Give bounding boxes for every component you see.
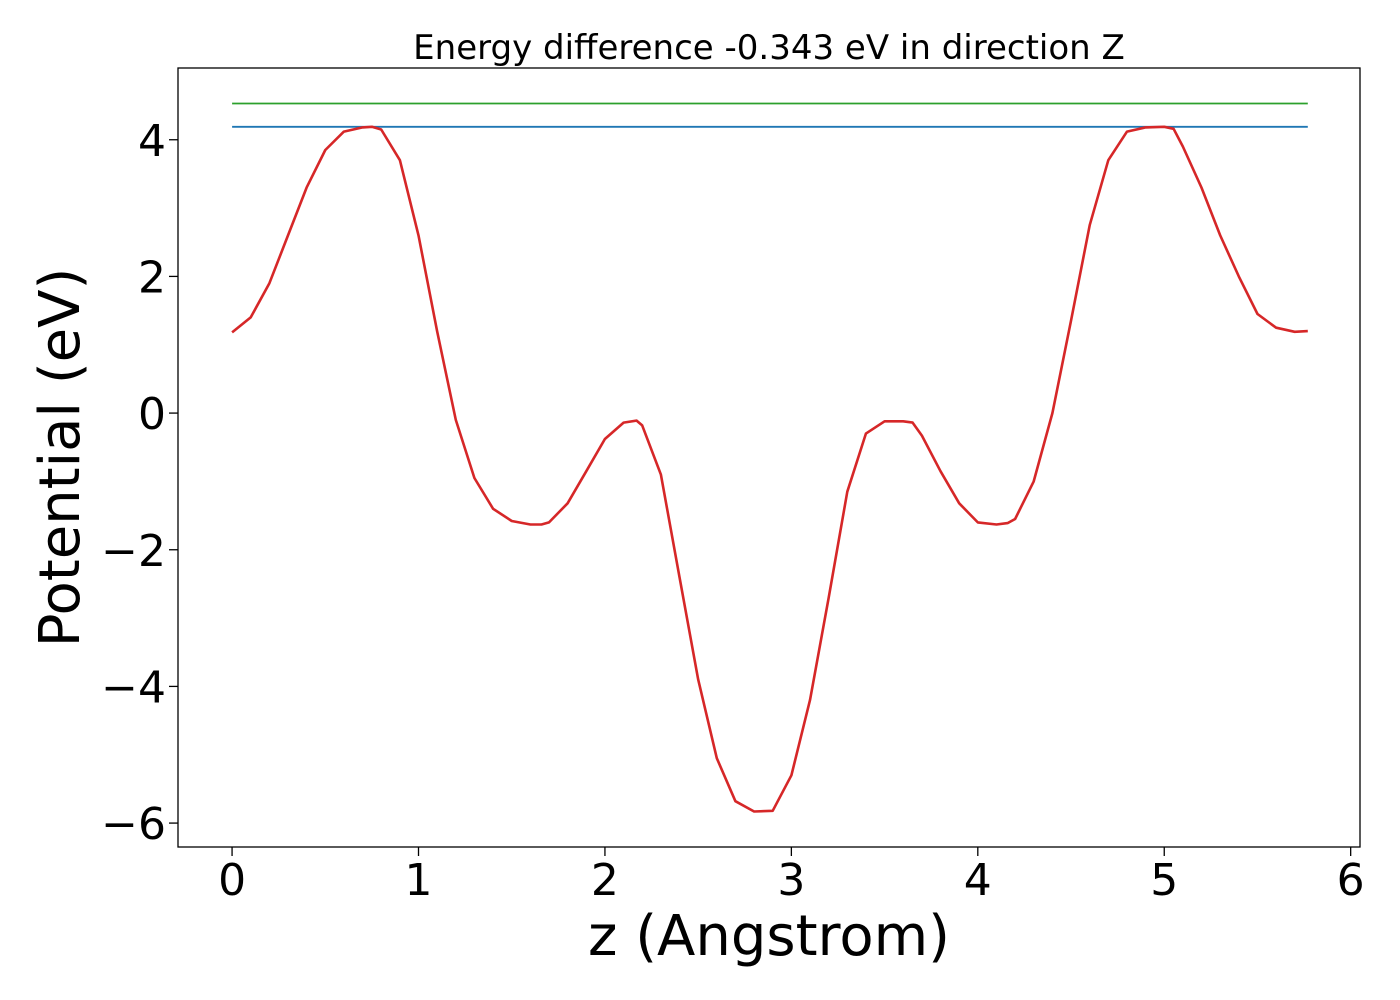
x-tick-label: 2: [591, 855, 619, 906]
y-tick-label: 4: [138, 116, 166, 167]
y-tick-label: −2: [101, 526, 166, 577]
x-tick-label: 6: [1337, 855, 1365, 906]
x-tick-label: 0: [218, 855, 246, 906]
y-tick-label: −4: [101, 662, 166, 713]
y-tick-label: 2: [138, 252, 166, 303]
series-layer: [231, 102, 1308, 813]
x-axis-title: z (Angstrom): [588, 904, 950, 969]
plot-frame: [177, 67, 1361, 848]
x-tick-label: 1: [405, 855, 433, 906]
x-tick-label: 3: [777, 855, 805, 906]
y-tick-label: 0: [138, 389, 166, 440]
chart-title: Energy difference -0.343 eV in direction…: [413, 28, 1125, 68]
y-axis-title: Potential (eV): [28, 268, 93, 648]
x-tick-label: 4: [964, 855, 992, 906]
y-tick-label: −6: [101, 799, 166, 850]
y-axis-ticks: 4 2 0 −2 −4 −6: [101, 116, 178, 850]
series-line-2: [231, 125, 1308, 813]
x-tick-label: 5: [1150, 855, 1178, 906]
x-axis-ticks: 0 1 2 3 4 5 6: [218, 847, 1365, 906]
